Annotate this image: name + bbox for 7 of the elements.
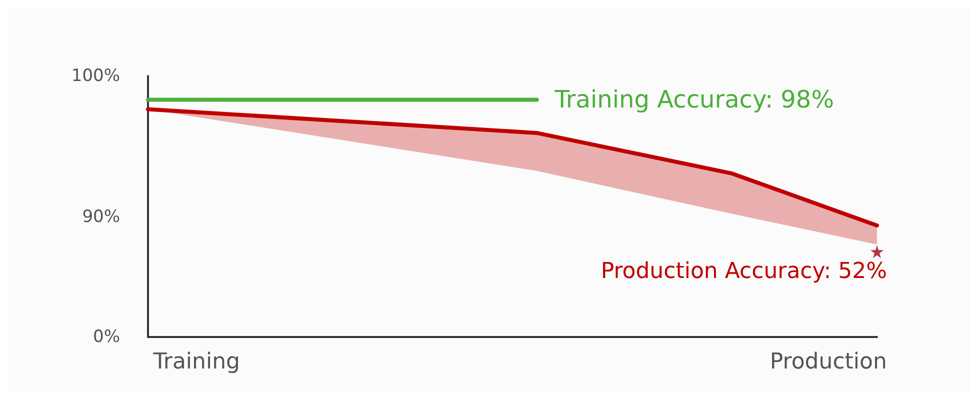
text: 0%: [93, 327, 120, 347]
text: 90%: [82, 206, 120, 227]
x-tick-label: Training: [152, 350, 240, 374]
annotation: Training Accuracy: 98%: [554, 86, 834, 114]
annotation: Production Accuracy: 52%: [600, 258, 887, 284]
text: 100%: [71, 66, 120, 86]
x-tick-label: Production: [770, 350, 887, 374]
